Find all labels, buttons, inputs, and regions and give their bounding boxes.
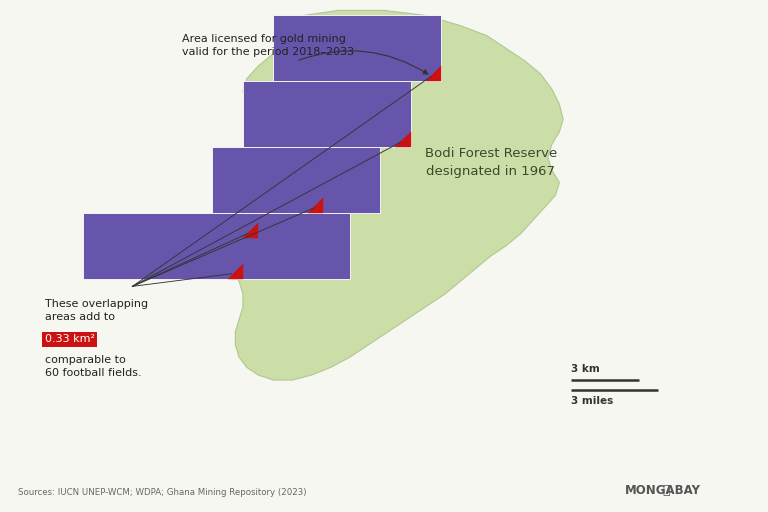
Polygon shape xyxy=(227,10,563,380)
Polygon shape xyxy=(426,66,441,81)
Polygon shape xyxy=(396,132,411,147)
Text: Area licensed for gold mining
valid for the period 2018–2033: Area licensed for gold mining valid for … xyxy=(182,34,354,57)
Text: MONGABAY: MONGABAY xyxy=(624,483,700,497)
Bar xyxy=(213,147,380,213)
Polygon shape xyxy=(243,223,258,238)
Text: 0.33 km²: 0.33 km² xyxy=(45,334,94,345)
Bar xyxy=(83,213,349,279)
Text: 3 miles: 3 miles xyxy=(571,396,613,407)
Text: 🦌: 🦌 xyxy=(663,483,670,497)
Bar xyxy=(273,15,441,81)
Text: Sources: IUCN UNEP-WCM; WDPA; Ghana Mining Repository (2023): Sources: IUCN UNEP-WCM; WDPA; Ghana Mini… xyxy=(18,487,306,497)
Polygon shape xyxy=(227,264,243,279)
Text: These overlapping
areas add to: These overlapping areas add to xyxy=(45,299,147,322)
Text: comparable to
60 football fields.: comparable to 60 football fields. xyxy=(45,355,141,378)
Polygon shape xyxy=(308,198,323,213)
Text: Bodi Forest Reserve
designated in 1967: Bodi Forest Reserve designated in 1967 xyxy=(425,147,557,178)
Bar xyxy=(243,81,411,147)
Text: 3 km: 3 km xyxy=(571,364,600,374)
